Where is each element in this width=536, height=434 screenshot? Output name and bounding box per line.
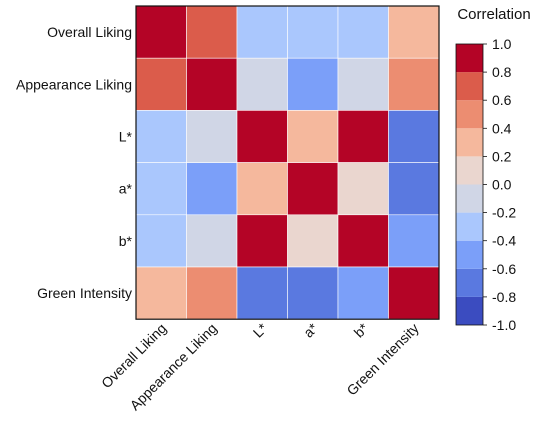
row-label: Green Intensity <box>37 285 132 301</box>
colorbar-bin <box>456 100 483 129</box>
colorbar-ticks: 1.0 0.8 0.6 0.4 0.2 0.0 -0.2 -0.4 -0.6 -0.8 -1.0 <box>483 36 516 333</box>
heatmap-cell <box>337 162 389 216</box>
colorbar-bin <box>456 212 483 241</box>
heatmap-cell <box>388 110 440 163</box>
colorbar-tick-label: 0.2 <box>492 148 512 164</box>
heatmap-cell <box>236 5 288 59</box>
heatmap-cell <box>388 57 440 111</box>
heatmap-cell <box>135 214 187 268</box>
heatmap-cell <box>186 162 238 216</box>
heatmap-cell <box>186 266 238 320</box>
heatmap-cell <box>135 162 187 216</box>
colorbar-bin <box>456 156 483 185</box>
column-label: b* <box>351 320 372 341</box>
heatmap-cell <box>337 5 389 59</box>
heatmap-cells <box>135 5 440 320</box>
row-label: b* <box>119 233 133 249</box>
heatmap-cell <box>287 110 339 163</box>
heatmap-frame <box>135 5 440 320</box>
heatmap-cell <box>236 57 288 111</box>
heatmap-cell <box>135 110 187 163</box>
heatmap-cell <box>236 266 288 320</box>
heatmap-cell <box>186 57 238 111</box>
column-label: a* <box>300 320 321 341</box>
colorbar-title: Correlation <box>457 6 530 23</box>
heatmap-cell <box>388 266 440 320</box>
colorbar-tick-label: -0.2 <box>492 205 516 221</box>
colorbar-bin <box>456 72 483 101</box>
colorbar-bin <box>456 268 483 297</box>
heatmap-cell <box>186 5 238 59</box>
heatmap-cell <box>287 266 339 320</box>
column-label: L* <box>250 320 271 341</box>
colorbar-tick-label: 0.8 <box>492 64 512 80</box>
heatmap-cell <box>337 266 389 320</box>
colorbar-bin <box>456 240 483 269</box>
colorbar-bin <box>456 44 483 73</box>
heatmap-cell <box>186 214 238 268</box>
heatmap-cell <box>337 57 389 111</box>
colorbar-bin <box>456 296 483 325</box>
colorbar-tick-label: -0.8 <box>492 289 516 305</box>
heatmap-cell <box>236 214 288 268</box>
heatmap-cell <box>388 162 440 216</box>
colorbar-bin <box>456 128 483 157</box>
heatmap-cell <box>135 57 187 111</box>
heatmap-cell <box>236 162 288 216</box>
row-labels: Overall Liking Appearance Liking L* a* b* Gre… <box>16 24 133 301</box>
row-label: a* <box>119 181 133 197</box>
colorbar-tick-label: 1.0 <box>492 36 512 52</box>
heatmap-cell <box>388 214 440 268</box>
heatmap-cell <box>287 214 339 268</box>
heatmap-cell <box>186 110 238 163</box>
row-label: Overall Liking <box>47 24 132 40</box>
colorbar-bin <box>456 184 483 213</box>
heatmap-cell <box>337 110 389 163</box>
heatmap-cell <box>135 266 187 320</box>
colorbar-tick-label: -0.4 <box>492 233 516 249</box>
heatmap-cell <box>388 5 440 59</box>
heatmap-cell <box>337 214 389 268</box>
row-label: Appearance Liking <box>16 76 132 92</box>
heatmap-cell <box>236 110 288 163</box>
heatmap-cell <box>287 162 339 216</box>
heatmap-cell <box>135 5 187 59</box>
colorbar-tick-label: 0.4 <box>492 120 512 136</box>
colorbar-tick-label: 0.0 <box>492 177 512 193</box>
column-label: Appearance Liking <box>127 320 220 413</box>
colorbar <box>455 43 484 326</box>
colorbar-tick-label: 0.6 <box>492 92 512 108</box>
row-label: L* <box>119 129 133 145</box>
colorbar-tick-label: -1.0 <box>492 317 516 333</box>
colorbar-tick-label: -0.6 <box>492 261 516 277</box>
heatmap-cell <box>287 57 339 111</box>
heatmap-cell <box>287 5 339 59</box>
